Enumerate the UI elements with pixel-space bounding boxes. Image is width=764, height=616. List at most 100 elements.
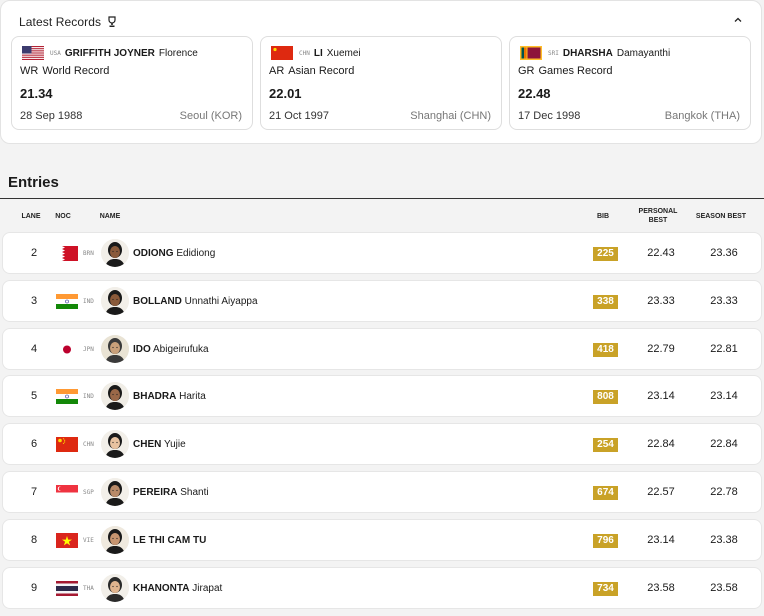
avatar <box>101 574 129 602</box>
personal-best: 22.43 <box>647 247 675 259</box>
lane-number: 9 <box>30 582 38 594</box>
avatar <box>101 526 129 554</box>
col-header-bib: BIB <box>596 213 610 220</box>
flag-sri-icon <box>520 46 542 60</box>
athlete-name[interactable]: ODIONG Edidiong <box>133 248 215 259</box>
record-card-gr: SRI DHARSHA Damayanthi GR Games Record 22… <box>509 36 751 130</box>
athlete-name[interactable]: CHEN Yujie <box>133 439 186 450</box>
athlete-given-name: Edidiong <box>176 248 216 259</box>
avatar <box>101 430 129 458</box>
avatar <box>101 478 129 506</box>
season-best: 22.81 <box>710 343 738 355</box>
athlete-name[interactable]: IDO Abigeirufuka <box>133 344 209 355</box>
trophy-icon <box>108 16 116 27</box>
table-row[interactable]: 9 THA KHANONTA Jirapat 734 23.58 23.58 <box>2 567 762 609</box>
table-row[interactable]: 5 IND BHADRA Harita 808 23.14 23.14 <box>2 375 762 417</box>
lane-number: 8 <box>30 534 38 546</box>
entries-title: Entries <box>8 174 59 191</box>
flag-brn-icon <box>56 246 78 261</box>
athlete-given-name: Harita <box>179 391 206 402</box>
flag-ind-icon <box>56 389 78 404</box>
season-best: 23.36 <box>710 247 738 259</box>
table-row[interactable]: 2 BRN ODIONG Edidiong 225 22.43 23.36 <box>2 232 762 274</box>
lane-number: 4 <box>30 343 38 355</box>
record-athlete: SRI DHARSHA Damayanthi <box>520 46 670 60</box>
lane-number: 3 <box>30 295 38 307</box>
season-best: 23.33 <box>710 295 738 307</box>
athlete-surname: PEREIRA <box>133 487 178 498</box>
record-mark: 21.34 <box>20 86 53 101</box>
lane-number: 7 <box>30 486 38 498</box>
noc-code: CHN <box>83 441 94 448</box>
avatar <box>101 335 129 363</box>
athlete-given-name: Unnathi Aiyappa <box>184 296 258 307</box>
record-venue: Seoul (KOR) <box>179 110 242 122</box>
record-label: Asian Record <box>288 65 355 77</box>
bib-badge: 225 <box>593 247 618 261</box>
record-type: GR Games Record <box>518 65 612 77</box>
athlete-name[interactable]: BHADRA Harita <box>133 391 206 402</box>
record-given-name: Xuemei <box>326 47 361 59</box>
athlete-surname: BOLLAND <box>133 296 182 307</box>
record-surname: LI <box>313 47 323 59</box>
noc-code: VIE <box>83 537 94 544</box>
personal-best: 22.84 <box>647 438 675 450</box>
col-header-lane: LANE <box>21 213 41 220</box>
flag-sgp-icon <box>56 485 78 500</box>
record-noc: SRI <box>548 49 559 57</box>
athlete-name[interactable]: PEREIRA Shanti <box>133 487 209 498</box>
records-header[interactable]: Latest Records <box>19 15 117 29</box>
athlete-surname: ODIONG <box>133 248 174 259</box>
record-mark: 22.48 <box>518 86 551 101</box>
lane-number: 6 <box>30 438 38 450</box>
avatar <box>101 239 129 267</box>
record-date: 28 Sep 1988 <box>20 110 83 122</box>
record-noc: USA <box>50 49 61 57</box>
flag-usa-icon <box>22 46 44 60</box>
record-date: 17 Dec 1998 <box>518 110 581 122</box>
flag-ind-icon <box>56 294 78 309</box>
table-row[interactable]: 8 VIE LE THI CAM TU 796 23.14 23.38 <box>2 519 762 561</box>
record-label: World Record <box>42 65 110 77</box>
record-surname: DHARSHA <box>562 47 613 59</box>
table-row[interactable]: 7 SGP PEREIRA Shanti 674 22.57 22.78 <box>2 471 762 513</box>
record-card-ar: CHN LI Xuemei AR Asian Record 22.01 21 Oc… <box>260 36 502 130</box>
chevron-up-icon[interactable] <box>733 15 743 25</box>
athlete-name[interactable]: KHANONTA Jirapat <box>133 583 222 594</box>
record-athlete: USA GRIFFITH JOYNER Florence <box>22 46 198 60</box>
records-title: Latest Records <box>19 15 102 29</box>
athlete-name[interactable]: BOLLAND Unnathi Aiyappa <box>133 296 258 307</box>
record-noc: CHN <box>299 49 310 57</box>
bib-badge: 254 <box>593 438 618 452</box>
season-best: 23.58 <box>710 582 738 594</box>
bib-badge: 796 <box>593 534 618 548</box>
season-best: 23.38 <box>710 534 738 546</box>
record-code: WR <box>20 65 39 77</box>
record-card-wr: USA GRIFFITH JOYNER Florence WR World Rec… <box>11 36 253 130</box>
athlete-name[interactable]: LE THI CAM TU <box>133 535 206 546</box>
table-row[interactable]: 6 CHN CHEN Yujie 254 22.84 22.84 <box>2 423 762 465</box>
avatar <box>101 382 129 410</box>
flag-vie-icon <box>56 533 78 548</box>
latest-records-panel: Latest Records USA GRIFFITH JOYNER Flore… <box>0 0 762 144</box>
noc-code: IND <box>83 393 94 400</box>
athlete-surname: LE THI CAM TU <box>133 535 207 546</box>
personal-best: 23.14 <box>647 534 675 546</box>
record-type: WR World Record <box>20 65 109 77</box>
athlete-given-name: Shanti <box>180 487 209 498</box>
record-code: AR <box>269 65 285 77</box>
record-given-name: Florence <box>158 47 198 59</box>
season-best: 23.14 <box>710 390 738 402</box>
record-surname: GRIFFITH JOYNER <box>64 47 155 59</box>
noc-code: THA <box>83 585 94 592</box>
athlete-given-name: Jirapat <box>192 583 223 594</box>
table-row[interactable]: 4 JPN IDO Abigeirufuka 418 22.79 22.81 <box>2 328 762 370</box>
season-best: 22.78 <box>710 486 738 498</box>
athlete-surname: KHANONTA <box>133 583 190 594</box>
flag-chn-icon <box>56 437 78 452</box>
lane-number: 5 <box>30 390 38 402</box>
record-date: 21 Oct 1997 <box>269 110 329 122</box>
table-row[interactable]: 3 IND BOLLAND Unnathi Aiyappa 338 23.33 23.33 <box>2 280 762 322</box>
bib-badge: 734 <box>593 582 618 596</box>
record-athlete: CHN LI Xuemei <box>271 46 361 60</box>
